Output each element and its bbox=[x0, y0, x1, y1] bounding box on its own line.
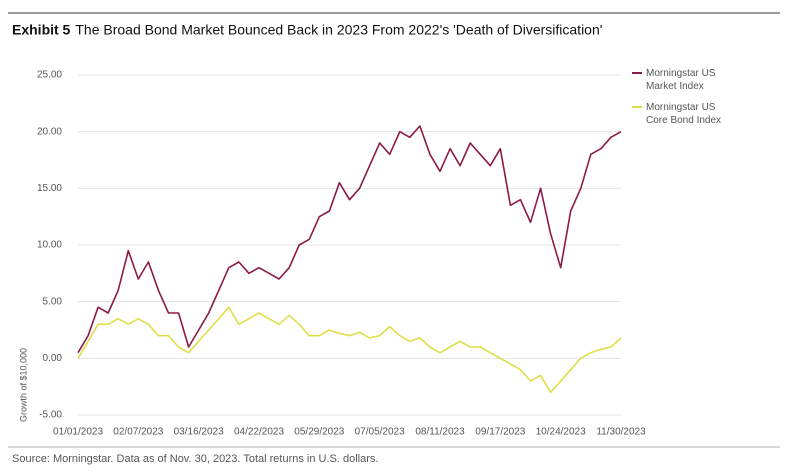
x-tick-label: 08/11/2023 bbox=[415, 427, 465, 438]
x-tick-label: 07/05/2023 bbox=[355, 427, 405, 438]
x-tick-label: 09/17/2023 bbox=[475, 427, 525, 438]
source-note: Source: Morningstar. Data as of Nov. 30,… bbox=[12, 453, 378, 465]
x-tick-label: 10/24/2023 bbox=[536, 427, 586, 438]
y-tick-label: 15.00 bbox=[37, 183, 62, 194]
y-axis-label: Growth of $10,000 bbox=[18, 348, 28, 422]
x-tick-label: 03/16/2023 bbox=[174, 427, 224, 438]
exhibit-label: Exhibit 5 bbox=[12, 22, 71, 38]
x-tick-label: 01/01/2023 bbox=[53, 427, 103, 438]
x-tick-label: 05/29/2023 bbox=[294, 427, 344, 438]
chart-title: The Broad Bond Market Bounced Back in 20… bbox=[75, 22, 602, 38]
y-tick-label: 25.00 bbox=[37, 70, 62, 81]
y-tick-label: 5.00 bbox=[43, 296, 63, 307]
y-tick-label: 20.00 bbox=[37, 126, 62, 137]
legend-label: Morningstar US Market Index bbox=[646, 68, 716, 92]
x-tick-label: 11/30/2023 bbox=[596, 427, 646, 438]
y-tick-label: 10.00 bbox=[37, 240, 62, 251]
x-tick-label: 02/07/2023 bbox=[113, 427, 163, 438]
y-tick-label: -5.00 bbox=[39, 410, 62, 421]
x-tick-label: 04/22/2023 bbox=[234, 427, 284, 438]
y-tick-label: 0.00 bbox=[43, 353, 63, 364]
series-line bbox=[77, 125, 622, 354]
legend-label: Morningstar US Core Bond Index bbox=[646, 102, 721, 126]
series-line bbox=[77, 306, 622, 394]
